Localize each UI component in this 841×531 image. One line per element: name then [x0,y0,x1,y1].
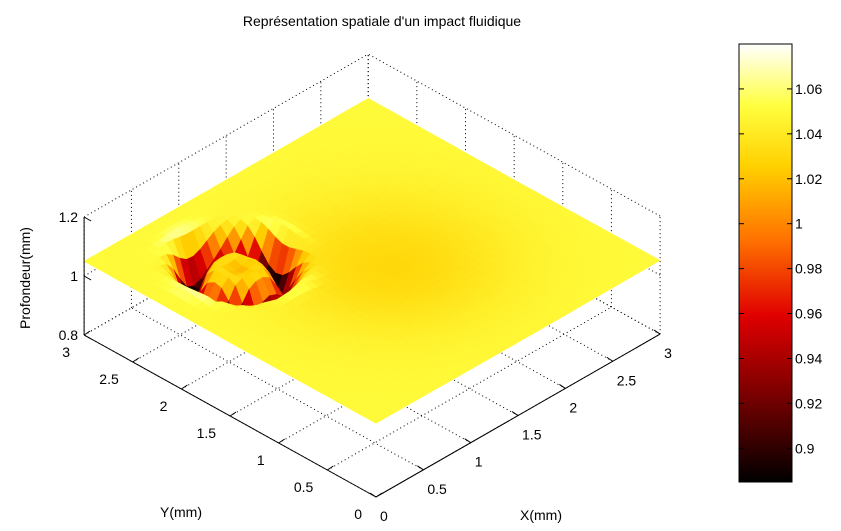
surface-mesh [83,98,661,424]
grid-line [83,53,369,218]
colorbar-tick-label: 1.02 [795,171,822,187]
y-tick-label: 0 [354,506,362,522]
y-tick [327,465,334,471]
chart-title: Représentation spatiale d'un impact flui… [243,13,521,29]
z-tick-label: 1 [70,268,78,284]
z-tick-label: 1.2 [59,209,79,225]
z-tick [83,334,92,340]
y-tick-label: 3 [62,344,70,360]
y-tick-label: 2.5 [99,371,119,387]
y-tick [83,330,91,336]
colorbar-tick-label: 1 [795,216,803,232]
y-tick [132,357,140,363]
y-tick-label: 0.5 [294,479,314,495]
colorbar-tick-label: 0.98 [795,261,822,277]
x-tick-label: 2.5 [617,372,637,388]
x-tick [606,356,614,362]
z-tick [83,275,92,281]
x-tick [369,492,377,498]
x-axis-label: X(mm) [520,507,562,523]
y-axis-label: Y(mm) [160,504,202,520]
x-tick [559,383,566,389]
colorbar-tick-label: 1.04 [795,126,822,142]
grid-line [327,306,612,471]
y-tick [181,384,188,390]
z-axis-ticks: 0.8 1 1.2 [59,209,92,343]
x-tick-label: 1 [475,454,483,470]
x-tick-label: 2 [569,399,577,415]
surface-cell [368,415,384,424]
y-tick [278,438,285,444]
x-tick-label: 0.5 [427,481,447,497]
y-tick-label: 1.5 [197,425,217,441]
colorbar-tick-label: 1.06 [795,81,822,97]
z-tick [83,216,92,222]
z-tick-label: 0.8 [59,327,79,343]
y-axis-ticks: 0 0.5 1 1.5 2 2.5 3 [62,330,383,522]
y-tick [375,492,383,498]
colorbar-tick-label: 0.9 [795,440,815,456]
y-tick-label: 2 [160,398,168,414]
y-tick-label: 1 [257,452,265,468]
colorbar-fill [738,43,793,483]
colorbar-ticks: 0.9 0.92 0.94 0.96 0.98 1 1.02 1.04 1.06 [739,81,822,456]
colorbar-tick-label: 0.94 [795,350,822,366]
x-tick-label: 3 [664,345,672,361]
x-tick-label: 1.5 [522,427,542,443]
x-tick-label: 0 [380,508,388,524]
x-axis-ticks: 0 0.5 1 1.5 2 2.5 3 [369,329,672,524]
z-axis-label: Profondeur(mm) [17,227,33,329]
colorbar-tick-label: 0.96 [795,306,822,322]
x-tick [653,329,661,335]
x-tick [464,438,471,444]
colorbar: 0.9 0.92 0.94 0.96 0.98 1 1.02 1.04 1.06 [738,43,822,483]
x-tick [511,411,519,416]
x-tick [417,465,424,471]
colorbar-tick-label: 0.92 [795,395,822,411]
y-tick [229,411,237,417]
